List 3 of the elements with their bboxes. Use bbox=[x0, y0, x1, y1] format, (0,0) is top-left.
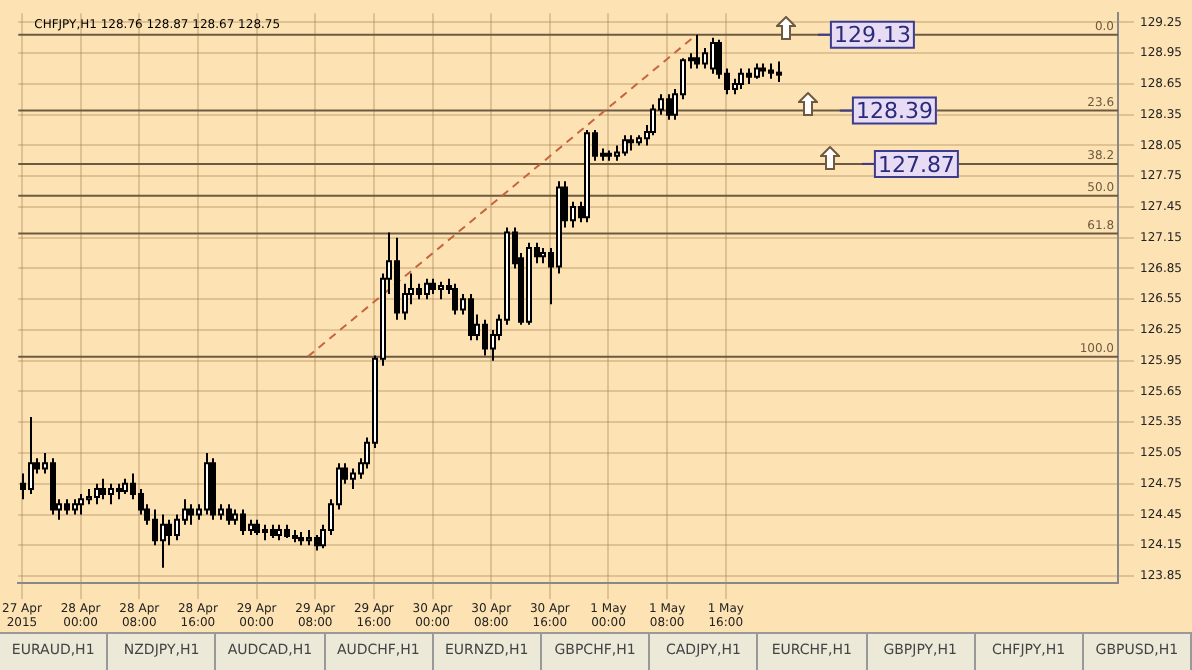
annotation: 128.39 bbox=[855, 98, 933, 125]
annotation: 129.13 bbox=[833, 22, 911, 49]
annotation: 127.87 bbox=[877, 151, 955, 178]
